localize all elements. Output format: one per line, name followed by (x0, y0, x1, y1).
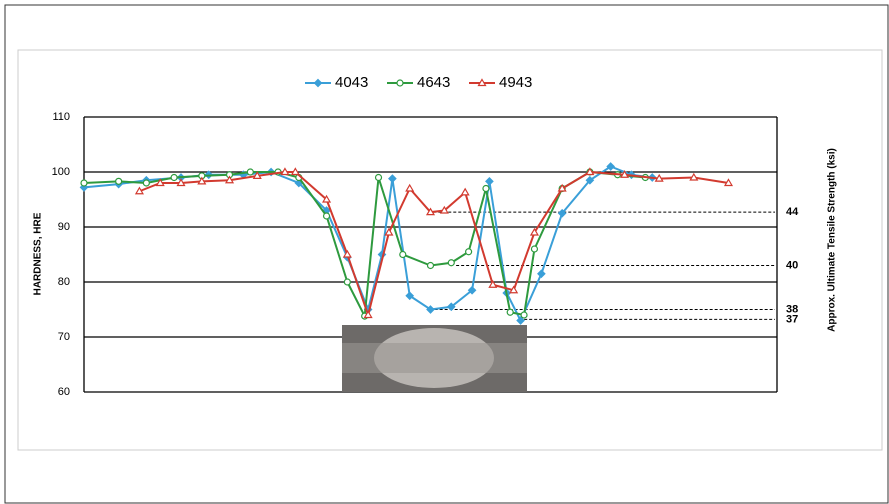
series-line (83, 165, 653, 323)
marker (399, 250, 407, 259)
marker (170, 173, 178, 182)
y-tick-label: 70 (58, 331, 70, 343)
marker (482, 184, 490, 193)
marker (425, 207, 436, 216)
marker (115, 177, 123, 185)
annotation-label: 37 (786, 313, 798, 325)
marker (343, 278, 351, 286)
marker (155, 178, 165, 187)
y-axis-label: HARDNESS, HRE (33, 212, 44, 295)
marker (246, 168, 254, 176)
marker (363, 310, 373, 319)
marker (723, 178, 734, 187)
marker (446, 302, 456, 312)
marker (426, 305, 435, 314)
marker (488, 280, 498, 288)
legend-marker (313, 78, 323, 88)
y-tick-label: 100 (52, 166, 70, 178)
marker (176, 178, 186, 187)
marker (619, 170, 630, 178)
marker (322, 194, 332, 203)
marker (520, 311, 528, 319)
legend-label: 4943 (499, 74, 532, 91)
annotation-label: 38 (786, 303, 798, 315)
series-line (83, 170, 646, 320)
marker (509, 285, 519, 294)
annotation-label: 44 (786, 206, 799, 218)
marker (405, 291, 415, 301)
legend-marker (477, 78, 487, 87)
marker (280, 167, 290, 176)
marker (134, 186, 144, 195)
marker (405, 183, 415, 192)
legend-label: 4043 (335, 74, 368, 91)
chart-border (17, 49, 883, 451)
marker (322, 212, 331, 220)
marker (290, 167, 300, 176)
legend-marker (396, 79, 404, 87)
marker (529, 227, 539, 236)
y-tick-label: 80 (58, 276, 70, 288)
marker (460, 187, 470, 196)
marker (197, 176, 207, 185)
marker (585, 167, 595, 176)
marker (654, 173, 664, 182)
marker (516, 316, 525, 325)
series-line (139, 170, 729, 319)
marker (426, 261, 435, 270)
marker (467, 285, 477, 295)
y-tick-label: 60 (58, 386, 70, 398)
marker (689, 172, 699, 181)
frame (4, 4, 889, 504)
annotation-label: 40 (786, 259, 798, 271)
marker (439, 205, 449, 214)
marker (557, 183, 567, 192)
marker (530, 245, 539, 253)
marker (557, 208, 567, 218)
weld-plate (342, 343, 527, 373)
marker (465, 248, 473, 256)
marker (224, 175, 235, 184)
legend-label: 4643 (417, 74, 450, 91)
marker (506, 308, 514, 316)
marker (252, 171, 262, 179)
marker (585, 175, 595, 185)
y-tick-label: 90 (58, 221, 70, 233)
marker (447, 259, 455, 267)
marker (537, 269, 546, 279)
marker (384, 227, 394, 236)
marker (485, 177, 494, 186)
y2-axis-label: Approx. Ultimate Tensile Strength (ksi) (827, 148, 838, 332)
marker (80, 179, 88, 187)
y-tick-label: 110 (52, 111, 70, 123)
marker (606, 162, 616, 171)
marker (374, 173, 383, 182)
marker (388, 174, 397, 183)
marker (142, 179, 150, 187)
marker (342, 249, 352, 258)
